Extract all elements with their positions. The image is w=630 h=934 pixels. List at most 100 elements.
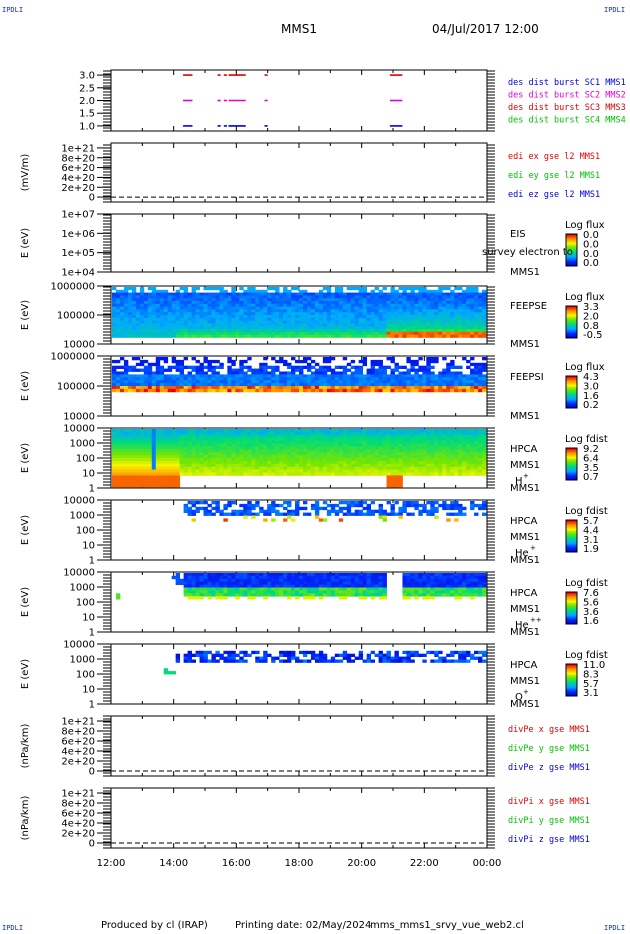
spectrogram-cell-hpca_h [223, 452, 228, 456]
spectrogram-cell-feepsi [211, 383, 216, 387]
spectrogram-cell-hpca_h [135, 440, 141, 444]
spectrogram-cell-hpca_h [123, 455, 129, 459]
spectrogram-cell-feepsi [267, 365, 272, 369]
spectrogram-cell-hpca_h [291, 437, 296, 441]
spectrogram-cell-feepse [302, 329, 308, 333]
spectrogram-cell-hpca_h [299, 431, 304, 436]
spectrogram-cell-feepse [422, 323, 427, 327]
spectrogram-cell-feepse [462, 306, 467, 310]
spectrogram-cell-hpca_he [251, 506, 256, 511]
spectrogram-cell-feepse [410, 309, 415, 313]
spectrogram-cell-hpca_he [259, 509, 264, 513]
spectrogram-cell-hpca_h [219, 443, 224, 447]
spectrogram-cell-hpca_h [458, 463, 463, 468]
spectrogram-cell-hpca_h [322, 472, 328, 476]
spectrogram-cell-feepsi [227, 359, 232, 364]
spectrogram-cell-feepsi [219, 380, 224, 384]
spectrogram-cell-feepse [271, 317, 276, 321]
spectrogram-cell-hpca_h [418, 466, 423, 470]
legend-burst-2: des dist burst SC3 MMS3 [508, 103, 626, 113]
spectrogram-cell-hpca_h [187, 466, 192, 470]
spectrogram-cell-hpca_h [211, 434, 216, 439]
spectrogram-cell-feepse [167, 306, 173, 310]
spectrogram-cell-hpca_h [330, 460, 336, 465]
spectrogram-cell-hpca_h [370, 437, 375, 441]
spectrogram-cell-feepsi [478, 365, 483, 369]
spectrogram-cell-feepsi [482, 357, 487, 361]
spectrogram-cell-hpca_h [446, 463, 451, 468]
spectrogram-cell-hpca_h [382, 431, 387, 436]
spectrogram-cell-hpca_h [283, 469, 288, 473]
spectrogram-cell-hpca_h [251, 437, 256, 441]
spectrogram-cell-hpca_h [354, 469, 360, 473]
spectrogram-cell-hpca_h [291, 429, 296, 433]
spectrogram-cell-feepse [422, 329, 427, 333]
spectrogram-cell-feepse [279, 303, 284, 307]
spectrogram-cell-hpca_h [426, 449, 431, 453]
spectrogram-cell-hpca_h [394, 449, 399, 453]
spectrogram-cell-hpca_h [255, 437, 260, 441]
spectrogram-cell-feepsi [175, 365, 181, 369]
spectrogram-cell-feepsi [466, 386, 471, 390]
spectrogram-cell-feepsi [223, 386, 228, 390]
spectrogram-cell-hpca_h [314, 460, 320, 465]
spectrogram-cell-hpca_h [410, 434, 415, 439]
spectrogram-cell-feepse [147, 287, 153, 291]
spectrogram-cell-feepse [183, 334, 188, 338]
spectrogram-cell-feepse [247, 329, 252, 333]
spectrogram-cell-feepsi [131, 368, 137, 372]
spectrogram-cell-hpca_h [131, 463, 137, 468]
spectrogram-cell-feepsi [322, 371, 328, 375]
spectrogram-cell-hpca_h [299, 469, 304, 473]
spectrogram-cell-hpca_h [119, 472, 125, 476]
spectrogram-cell-hpca_h [151, 472, 157, 476]
spectrogram-cell-feepse [235, 312, 240, 316]
spectrogram-cell-feepse [159, 303, 165, 307]
spectrogram-cell-feepse [306, 292, 312, 296]
spectrogram-cell-feepse [175, 323, 181, 327]
spectrogram-cell-hpca_h [279, 466, 284, 470]
spectrogram-cell-feepse [179, 303, 185, 307]
spectrogram-cell-feepse [155, 315, 161, 319]
spectrogram-cell-feepse [338, 292, 344, 296]
spectrogram-cell-feepse [295, 309, 300, 313]
spectrogram-cell-hpca_h [470, 437, 475, 441]
spectrogram-cell-hpca_h [394, 437, 399, 441]
spectrogram-cell-hpca_h [414, 434, 419, 439]
spectrogram-cell-hpca_h [450, 434, 455, 439]
spectrogram-cell-hpca_h [446, 460, 451, 465]
colorbar-cell-hpca_h [566, 466, 577, 468]
colorbar-cell-feepsi [566, 387, 577, 389]
spectrogram-cell-feepse [358, 323, 364, 327]
spectrogram-cell-feepsi [199, 388, 204, 393]
spectrogram-cell-feepsi [231, 374, 236, 378]
spectrogram-cell-hpca_h [446, 434, 451, 439]
spectrogram-cell-feepse [418, 326, 423, 330]
spectrogram-cell-feepse [187, 312, 192, 316]
spectrogram-cell-hpca_h [366, 469, 372, 473]
spectrogram-cell-hpca_he [302, 512, 308, 516]
spectrogram-cell-hpca_h [410, 469, 415, 473]
spectrogram-cell-hpca_h [390, 484, 395, 488]
spectrogram-cell-feepsi [354, 388, 360, 393]
spectrogram-cell-feepse [135, 334, 141, 338]
spectrogram-cell-feepse [342, 317, 348, 321]
spectrogram-cell-hpca_h [446, 469, 451, 473]
spectrogram-cell-hpca_h [306, 429, 312, 433]
spectrogram-cell-hpca_h [406, 440, 411, 444]
spectrogram-cell-feepse [346, 315, 352, 319]
spectrogram-cell-hpca_h [243, 455, 248, 459]
spectrogram-cell-hpca_h [322, 429, 328, 433]
spectrogram-cell-feepsi [183, 388, 188, 393]
spectrogram-cell-hpca_h [271, 449, 276, 453]
spectrogram-cell-feepse [275, 320, 280, 324]
spectrogram-cell-hpca_h [119, 452, 125, 456]
spectrogram-cell-hpca_h [398, 460, 403, 465]
spectrogram-cell-feepse [470, 326, 475, 330]
spectrogram-cell-hpca_h [251, 455, 256, 459]
spectrogram-cell-hpca_h [354, 440, 360, 444]
spectrogram-cell-feepsi [482, 380, 487, 384]
spectrogram-cell-feepse [227, 329, 232, 333]
spectrogram-cell-feepse [151, 326, 157, 330]
spectrogram-cell-feepse [354, 287, 360, 291]
